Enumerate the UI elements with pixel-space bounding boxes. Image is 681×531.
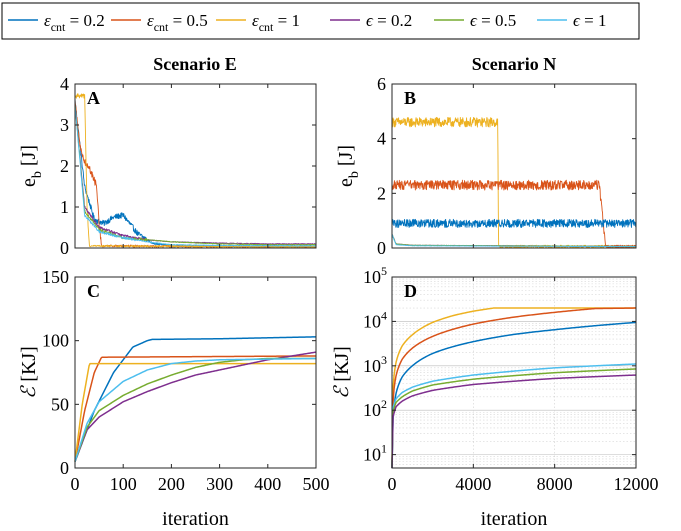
y-axis-label: eb [J] xyxy=(18,145,45,187)
legend-item-eps-02: ϵ = 0.2 xyxy=(330,11,412,30)
y-tick-label: 101 xyxy=(363,442,387,465)
x-tick-label: 4000 xyxy=(455,474,491,494)
y-tick-label: 0 xyxy=(60,458,69,478)
y-tick-label: 105 xyxy=(363,264,387,287)
panel-c: 0 100 200 300 400 500 0 50 100 150 C ℰ [KJ] iteratio… xyxy=(18,267,330,530)
series-line-eps-cnt-1 xyxy=(391,307,636,469)
legend-label: εcnt = 0.5 xyxy=(147,11,208,34)
series-line-eps-cnt-05 xyxy=(74,98,317,249)
series-group xyxy=(391,116,637,249)
x-tick-label: 12000 xyxy=(614,474,659,494)
x-tick-label: 100 xyxy=(110,474,137,494)
series-line-eps-cnt-05 xyxy=(74,355,316,462)
x-axis-label: iteration xyxy=(481,508,548,530)
column-title-scenario-n: Scenario N xyxy=(472,54,557,74)
y-tick-label: 150 xyxy=(42,267,69,287)
series-line-eps-05 xyxy=(74,103,317,246)
y-tick-label: 3 xyxy=(60,115,69,135)
y-axis-label: ℰ [KJ] xyxy=(18,346,40,399)
legend-label: ϵ = 0.5 xyxy=(470,11,516,30)
series-line-eps-cnt-02 xyxy=(74,99,317,248)
y-tick-label: 0 xyxy=(60,238,69,258)
x-tick-label: 8000 xyxy=(537,474,573,494)
series-line-eps-1 xyxy=(391,233,637,248)
x-tick-label: 200 xyxy=(158,474,185,494)
legend-label: ϵ = 1 xyxy=(573,11,606,30)
series-line-eps-05 xyxy=(391,233,637,247)
grid xyxy=(391,277,637,469)
y-tick-label: 100 xyxy=(42,331,69,351)
legend-item-eps-1: ϵ = 1 xyxy=(537,11,606,30)
x-tick-label: 400 xyxy=(254,474,281,494)
series-line-eps-cnt-1 xyxy=(74,93,317,248)
x-tick-label: 300 xyxy=(206,474,233,494)
series-line-eps-cnt-05 xyxy=(391,179,637,249)
series-line-eps-cnt-02 xyxy=(391,218,637,228)
panel-d: 0 4000 8000 12000 101 102 103 104 105 D ℰ [KJ] iter… xyxy=(331,264,659,530)
y-tick-label: 0 xyxy=(377,238,386,258)
series-line-eps-05 xyxy=(391,368,637,469)
axes-box xyxy=(74,276,317,469)
y-axis-label: ℰ [KJ] xyxy=(331,346,353,399)
y-tick-label: 104 xyxy=(363,308,387,331)
series-line-eps-cnt-05 xyxy=(391,307,637,469)
legend: εcnt = 0.2 εcnt = 0.5 εcnt = 1 ϵ = 0.2 ϵ = 0… xyxy=(1,2,640,40)
legend-label: εcnt = 1 xyxy=(252,11,300,34)
y-tick-label: 4 xyxy=(60,74,69,94)
series-line-eps-02 xyxy=(74,351,317,462)
x-axis-label: iteration xyxy=(162,508,229,530)
legend-item-eps-cnt-05: εcnt = 0.5 xyxy=(111,11,208,34)
panel-label: A xyxy=(87,88,100,108)
legend-item-eps-cnt-1: εcnt = 1 xyxy=(216,11,300,34)
series-line-eps-cnt-02 xyxy=(391,321,637,469)
y-tick-label: 102 xyxy=(363,397,387,420)
series-line-eps-1 xyxy=(74,357,317,462)
panel-label: B xyxy=(404,88,416,108)
series-line-eps-02 xyxy=(391,374,637,469)
series-group xyxy=(74,336,317,462)
series-line-eps-1 xyxy=(74,103,317,247)
legend-item-eps-cnt-02: εcnt = 0.2 xyxy=(8,11,105,34)
y-tick-label: 1 xyxy=(60,197,69,217)
y-axis-label: eb [J] xyxy=(335,145,362,187)
panel-label: D xyxy=(404,281,417,301)
column-title-scenario-e: Scenario E xyxy=(153,54,237,74)
x-tick-label: 0 xyxy=(71,474,80,494)
axes-box xyxy=(391,83,637,249)
series-line-eps-02 xyxy=(391,233,637,247)
y-tick-label: 50 xyxy=(51,394,69,414)
series-group xyxy=(391,307,637,469)
legend-item-eps-05: ϵ = 0.5 xyxy=(434,11,516,30)
y-tick-label: 4 xyxy=(377,129,386,149)
x-tick-label: 500 xyxy=(303,474,330,494)
legend-box xyxy=(1,2,640,40)
legend-label: εcnt = 0.2 xyxy=(44,11,105,34)
series-line-eps-cnt-1 xyxy=(74,362,316,462)
y-tick-label: 6 xyxy=(377,74,386,94)
legend-label: ϵ = 0.2 xyxy=(366,11,412,30)
axes-box xyxy=(74,83,317,249)
series-group xyxy=(74,93,317,249)
y-tick-label: 2 xyxy=(377,183,386,203)
series-line-eps-1 xyxy=(391,363,637,469)
y-tick-label: 103 xyxy=(363,353,387,376)
axes-box xyxy=(391,276,637,469)
x-tick-label: 0 xyxy=(388,474,397,494)
series-line-eps-cnt-02 xyxy=(74,336,317,462)
panel-label: C xyxy=(87,281,100,301)
y-tick-label: 2 xyxy=(60,156,69,176)
series-line-eps-02 xyxy=(74,103,317,245)
